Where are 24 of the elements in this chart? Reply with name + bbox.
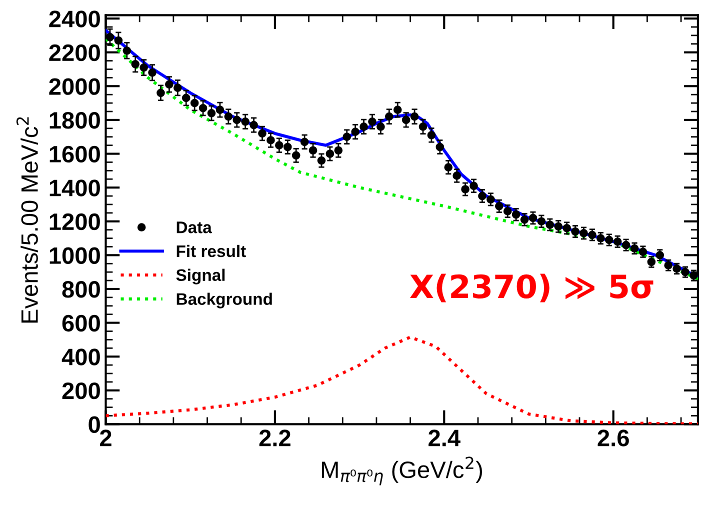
y-tick-label: 1000	[50, 247, 100, 264]
y-tick-label: 400	[62, 348, 100, 366]
legend-label: Signal	[176, 268, 225, 284]
y-tick-label: 800	[62, 281, 100, 298]
y-tick-label: 1200	[50, 213, 100, 230]
y-tick-label: 0	[88, 416, 100, 433]
y-tick-label: 1400	[50, 180, 100, 196]
y-tick-label: 2400	[49, 10, 100, 28]
legend-label: Background	[176, 292, 272, 308]
y-tick-label: 600	[62, 314, 100, 332]
legend-label: Data	[176, 222, 212, 234]
x-tick-label: 2.6	[598, 430, 629, 446]
x-axis-title: M$_{π⁰π⁰η}$ (GeV/c$^{2}$)	[322, 456, 482, 486]
y-tick-label: 2000	[49, 78, 100, 95]
x-tick-label: 2.2	[259, 430, 290, 446]
y-tick-label: 1600	[50, 146, 100, 163]
y-tick-label: 1800	[50, 112, 100, 129]
annotation: X(2370) ≫ 5σ	[410, 274, 654, 302]
y-tick-label: 200	[62, 382, 100, 400]
legend-label: Fit result	[176, 244, 246, 258]
y-tick-label: 2200	[49, 44, 100, 62]
x-tick-label: 2.4	[428, 430, 460, 446]
y-axis-title: Events/5.00 MeV/c$^{2}$	[16, 117, 38, 323]
x-tick-label: 2	[100, 430, 112, 446]
